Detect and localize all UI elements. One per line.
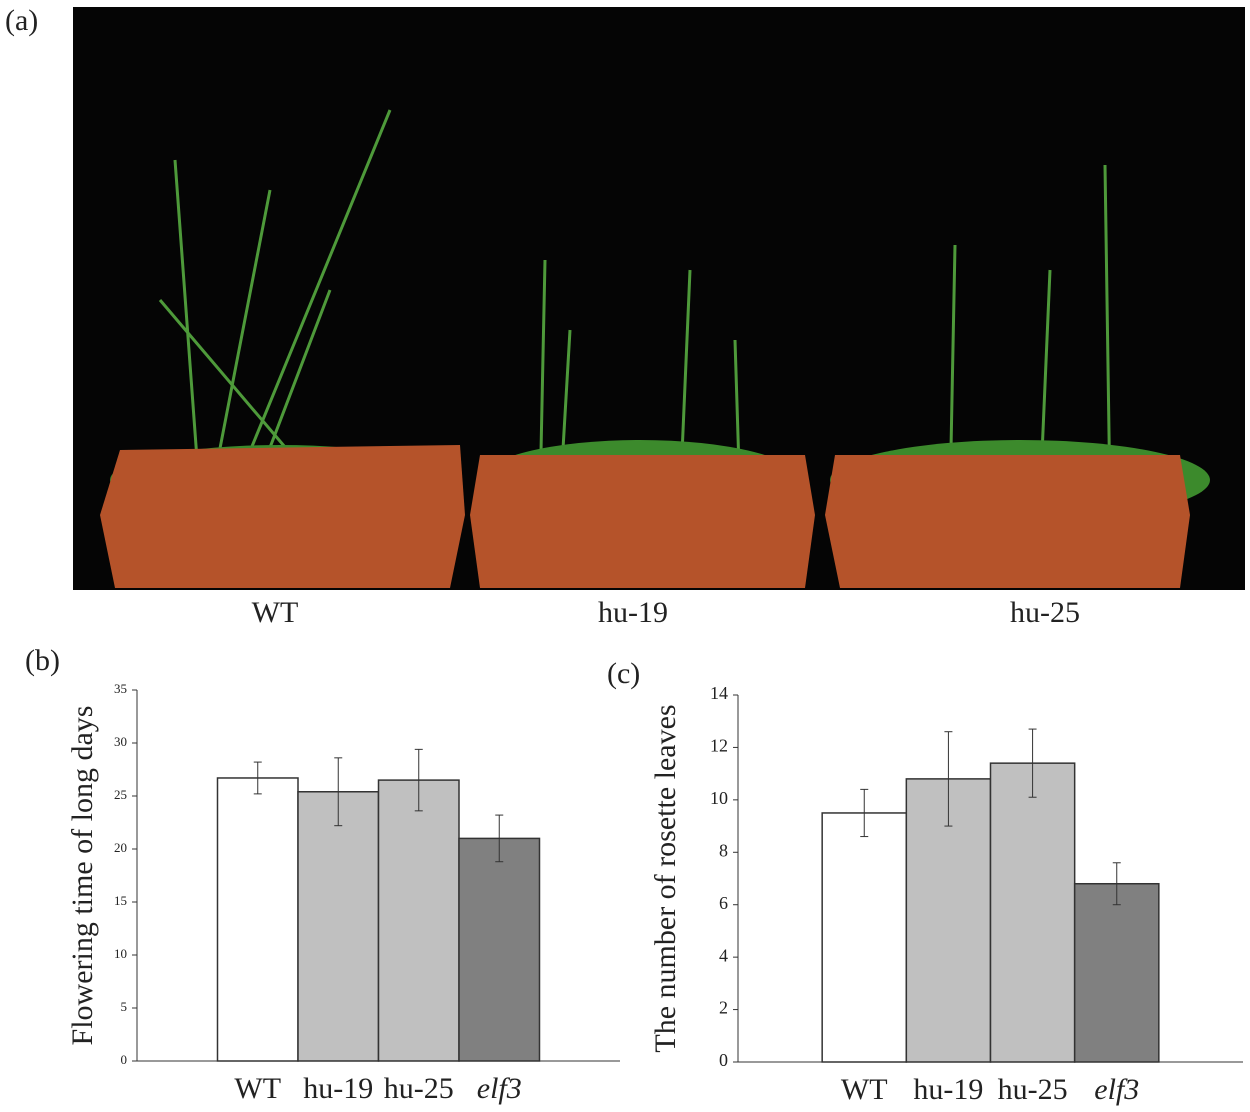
y-tick-label: 12 xyxy=(710,736,728,756)
stems xyxy=(158,109,1112,501)
photo-label: hu-19 xyxy=(598,596,668,629)
x-tick-label: hu-25 xyxy=(998,1073,1068,1106)
bar xyxy=(216,777,299,1062)
y-tick-label: 4 xyxy=(719,945,728,965)
x-tick-label: hu-19 xyxy=(303,1072,373,1105)
bar xyxy=(989,762,1076,1063)
x-tick-label: hu-19 xyxy=(913,1073,983,1106)
y-tick-label: 14 xyxy=(710,683,728,703)
bar xyxy=(377,779,460,1062)
y-tick-label: 25 xyxy=(114,787,127,802)
y-tick-label: 6 xyxy=(719,893,728,913)
y-tick-label: 0 xyxy=(121,1052,128,1067)
y-tick-label: 10 xyxy=(114,946,127,961)
x-tick-label: elf3 xyxy=(477,1072,522,1105)
bar xyxy=(458,837,541,1062)
panel-label: (a) xyxy=(5,4,38,37)
y-tick-label: 15 xyxy=(114,893,127,908)
bar xyxy=(297,791,380,1062)
pots xyxy=(100,445,1190,588)
photo xyxy=(73,7,1245,590)
x-tick-label: WT xyxy=(234,1072,281,1105)
y-tick-label: 20 xyxy=(114,840,127,855)
x-tick-label: elf3 xyxy=(1094,1073,1139,1106)
y-tick-label: 0 xyxy=(719,1050,728,1070)
y-axis-label: The number of rosette leaves xyxy=(649,704,682,1052)
y-tick-label: 8 xyxy=(719,840,728,860)
y-tick-label: 2 xyxy=(719,998,728,1018)
photo-label: hu-25 xyxy=(1010,596,1080,629)
photo-label: WT xyxy=(252,596,299,629)
bar xyxy=(821,812,908,1063)
y-tick-label: 30 xyxy=(114,734,127,749)
y-tick-label: 5 xyxy=(121,999,128,1014)
y-axis-label: Flowering time of long days xyxy=(66,706,99,1046)
bar xyxy=(1073,882,1160,1063)
panel-label: (b) xyxy=(25,644,60,677)
y-tick-label: 35 xyxy=(114,681,127,696)
panel-label: (c) xyxy=(607,657,640,690)
x-tick-label: hu-25 xyxy=(384,1072,454,1105)
x-tick-label: WT xyxy=(841,1073,888,1106)
y-tick-label: 10 xyxy=(710,788,728,808)
